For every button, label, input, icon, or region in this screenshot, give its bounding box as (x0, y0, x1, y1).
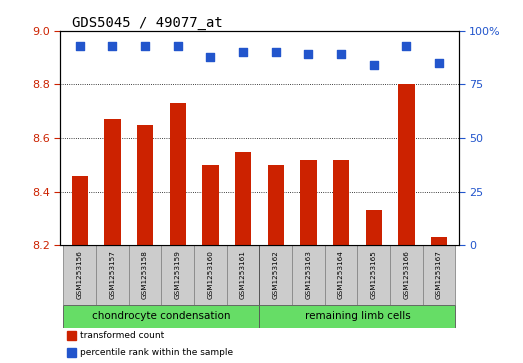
Bar (431, 237, 447, 245)
Text: GDS5045 / 49077_at: GDS5045 / 49077_at (72, 16, 223, 30)
Text: GSM1253162: GSM1253162 (272, 250, 279, 299)
Text: remaining limb cells: remaining limb cells (304, 311, 410, 322)
Bar (67, 348, 76, 357)
Bar (292, 245, 325, 305)
Text: GSM1253156: GSM1253156 (77, 250, 83, 299)
Text: chondrocyte condensation: chondrocyte condensation (92, 311, 231, 322)
Bar (398, 85, 415, 245)
Point (206, 54, 214, 60)
Bar (227, 245, 259, 305)
Text: GSM1253157: GSM1253157 (109, 250, 116, 299)
Bar (300, 160, 316, 245)
Text: GSM1253164: GSM1253164 (338, 250, 344, 299)
Text: GSM1253165: GSM1253165 (371, 250, 377, 299)
Bar (96, 245, 129, 305)
Bar (366, 211, 382, 245)
Bar (63, 305, 259, 328)
Bar (104, 119, 121, 245)
Bar (268, 165, 284, 245)
Bar (357, 245, 390, 305)
Point (402, 43, 411, 49)
Point (174, 43, 182, 49)
Point (108, 43, 117, 49)
Text: GSM1253160: GSM1253160 (208, 250, 213, 299)
Point (271, 49, 280, 55)
Bar (162, 245, 194, 305)
Text: GSM1253166: GSM1253166 (403, 250, 410, 299)
Text: GSM1253161: GSM1253161 (240, 250, 246, 299)
Bar (67, 331, 76, 339)
Point (370, 62, 378, 68)
Bar (202, 165, 219, 245)
Bar (259, 245, 292, 305)
Bar (194, 245, 227, 305)
Bar (72, 176, 88, 245)
Point (435, 60, 444, 66)
Bar (63, 245, 96, 305)
Text: GSM1253159: GSM1253159 (175, 250, 181, 299)
Bar (423, 245, 456, 305)
Point (75, 43, 84, 49)
Bar (235, 151, 251, 245)
Bar (137, 125, 153, 245)
Point (141, 43, 149, 49)
Bar (259, 305, 456, 328)
Point (304, 52, 313, 57)
Bar (129, 245, 162, 305)
Text: transformed count: transformed count (80, 331, 164, 340)
Bar (333, 160, 349, 245)
Bar (325, 245, 357, 305)
Text: GSM1253163: GSM1253163 (305, 250, 311, 299)
Bar (169, 103, 186, 245)
Text: GSM1253158: GSM1253158 (142, 250, 148, 299)
Point (239, 49, 247, 55)
Bar (390, 245, 423, 305)
Text: GSM1253167: GSM1253167 (436, 250, 442, 299)
Point (337, 52, 345, 57)
Text: percentile rank within the sample: percentile rank within the sample (80, 348, 233, 357)
